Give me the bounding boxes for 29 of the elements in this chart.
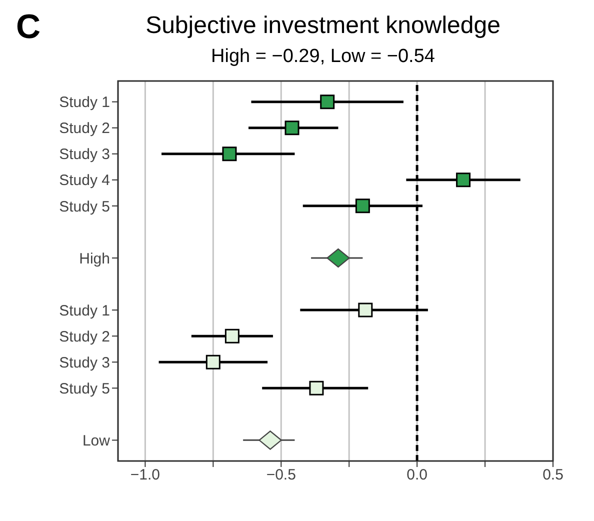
text: C (16, 8, 41, 47)
point (258, 430, 282, 450)
y-tick-label: Study 3 (59, 146, 110, 164)
y-tick-label: Low (82, 432, 110, 450)
y-tick-label: Study 3 (59, 354, 110, 372)
y-tick-label: Study 1 (59, 302, 110, 320)
y-tick-label: High (79, 250, 110, 268)
x-tick-label: −0.5 (266, 466, 296, 484)
point (355, 198, 370, 214)
y-tick-label: Study 4 (59, 172, 110, 190)
chart-subtitle: High = −0.29, Low = −0.54 (210, 46, 436, 68)
y-tick-label: Study 5 (59, 198, 110, 216)
point (358, 302, 373, 318)
y-tick-label: Study 2 (59, 120, 110, 138)
point (309, 380, 324, 396)
point (326, 248, 350, 268)
point (224, 328, 240, 344)
y-tick-label: Study 5 (59, 380, 110, 398)
point (222, 146, 237, 162)
chart-title: Subjective investment knowledge (146, 12, 500, 39)
x-tick-label: −1.0 (130, 466, 160, 484)
x-tick-label: 0.0 (406, 466, 428, 484)
y-tick-label: Study 2 (59, 328, 110, 346)
y-tick-label: Study 1 (59, 94, 110, 112)
point (320, 94, 335, 110)
point (284, 120, 300, 136)
point (456, 172, 471, 188)
x-tick-label: 0.5 (542, 466, 564, 484)
point (206, 354, 220, 370)
